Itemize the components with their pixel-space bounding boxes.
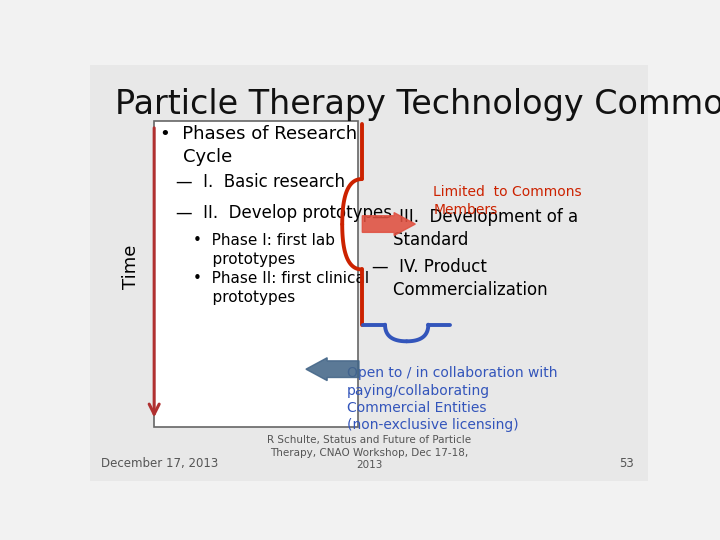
FancyArrow shape bbox=[362, 213, 415, 235]
Text: R Schulte, Status and Future of Particle
Therapy, CNAO Workshop, Dec 17-18,
2013: R Schulte, Status and Future of Particle… bbox=[267, 435, 471, 470]
Text: December 17, 2013: December 17, 2013 bbox=[101, 457, 218, 470]
Text: Particle Therapy Technology Commons: Particle Therapy Technology Commons bbox=[115, 87, 720, 120]
FancyArrow shape bbox=[306, 357, 359, 381]
Text: •  Phase II: first clinical
    prototypes: • Phase II: first clinical prototypes bbox=[193, 271, 369, 305]
Text: —  II.  Develop prototypes: — II. Develop prototypes bbox=[176, 204, 392, 222]
Text: Time: Time bbox=[122, 244, 140, 289]
Text: •  Phase I: first lab
    prototypes: • Phase I: first lab prototypes bbox=[193, 233, 336, 267]
Text: •  Phases of Research
    Cycle: • Phases of Research Cycle bbox=[160, 125, 357, 166]
Text: —  I.  Basic research: — I. Basic research bbox=[176, 173, 346, 191]
Text: —  IV. Product
    Commercialization: — IV. Product Commercialization bbox=[372, 258, 547, 299]
Text: Open to / in collaboration with
paying/collaborating
Commercial Entities
(non-ex: Open to / in collaboration with paying/c… bbox=[347, 366, 557, 432]
Text: —  III.  Development of a
    Standard: — III. Development of a Standard bbox=[372, 208, 578, 249]
Text: Limited  to Commons
Members: Limited to Commons Members bbox=[433, 185, 582, 217]
Text: 53: 53 bbox=[619, 457, 634, 470]
FancyBboxPatch shape bbox=[154, 121, 358, 427]
